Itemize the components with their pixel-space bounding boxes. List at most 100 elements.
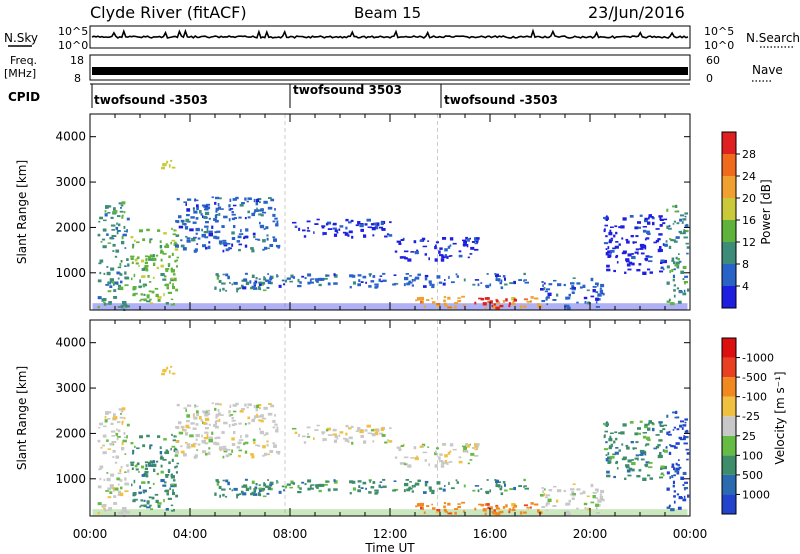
scatter-cell: [489, 283, 492, 287]
scatter-cell: [614, 245, 619, 249]
scatter-cell: [302, 229, 306, 232]
power-ylabel: Slant Range [km]: [15, 160, 29, 264]
scatter-cell: [371, 433, 376, 437]
scatter-cell: [244, 235, 249, 238]
scatter-cell: [673, 268, 676, 271]
scatter-cell: [444, 254, 447, 257]
scatter-cell: [248, 197, 252, 200]
scatter-cell: [205, 410, 209, 414]
scatter-cell: [422, 245, 428, 248]
scatter-cell: [349, 286, 352, 289]
scatter-cell: [648, 255, 653, 258]
scatter-cell: [660, 248, 663, 252]
scatter-cell: [258, 484, 261, 486]
scatter-cell: [419, 296, 424, 301]
scatter-cell: [325, 223, 329, 226]
scatter-cell: [523, 272, 526, 276]
scatter-cell: [127, 263, 130, 267]
colorbar-tick-label: 100: [742, 449, 763, 462]
scatter-cell: [314, 223, 319, 225]
scatter-cell: [583, 502, 588, 506]
scatter-cell: [666, 431, 669, 435]
scatter-cell: [322, 278, 325, 281]
scatter-cell: [173, 435, 176, 438]
scatter-cell: [440, 258, 445, 262]
scatter-cell: [449, 443, 454, 447]
scatter-cell: [537, 303, 540, 307]
colorbar-tick-label: 24: [742, 170, 756, 183]
scatter-cell: [157, 504, 161, 508]
scatter-cell: [491, 510, 494, 514]
scatter-cell: [238, 243, 243, 246]
scatter-cell: [668, 430, 671, 434]
scatter-cell: [666, 506, 670, 509]
scatter-cell: [474, 485, 480, 487]
scatter-cell: [424, 480, 429, 484]
scatter-cell: [206, 203, 211, 206]
scatter-cell: [262, 417, 267, 420]
scatter-cell: [196, 206, 199, 211]
scatter-cell: [368, 273, 372, 276]
scatter-cell: [97, 502, 102, 506]
scatter-cell: [149, 238, 153, 241]
scatter-cell: [480, 298, 484, 301]
scatter-cell: [530, 300, 532, 303]
scatter-cell: [203, 205, 207, 208]
scatter-cell: [307, 273, 312, 277]
scatter-cell: [301, 481, 305, 484]
scatter-cell: [153, 468, 156, 472]
scatter-cell: [465, 236, 468, 240]
scatter-cell: [357, 283, 361, 287]
scatter-cell: [150, 508, 153, 511]
scatter-cell: [597, 298, 601, 301]
scatter-cell: [165, 449, 168, 451]
scatter-cell: [99, 216, 103, 220]
scatter-cell: [475, 237, 480, 240]
scatter-cell: [120, 280, 123, 284]
scatter-cell: [105, 490, 109, 492]
scatter-cell: [157, 502, 162, 505]
scatter-cell: [274, 414, 276, 417]
scatter-cell: [238, 449, 243, 452]
scatter-cell: [332, 433, 337, 436]
scatter-cell: [175, 450, 179, 454]
scatter-cell: [272, 213, 276, 217]
scatter-cell: [244, 403, 247, 407]
scatter-cell: [372, 481, 376, 484]
scatter-cell: [111, 229, 115, 231]
scatter-cell: [462, 445, 467, 448]
scatter-cell: [441, 462, 446, 465]
scatter-cell: [132, 286, 137, 290]
scatter-cell: [428, 486, 432, 490]
scatter-cell: [233, 217, 237, 220]
scatter-cell: [563, 489, 566, 493]
scatter-cell: [643, 450, 647, 455]
scatter-cell: [411, 284, 414, 287]
scatter-cell: [266, 443, 269, 447]
scatter-cell: [149, 460, 153, 464]
scatter-cell: [441, 255, 445, 257]
scatter-cell: [403, 257, 407, 259]
scatter-cell: [316, 485, 319, 489]
scatter-cell: [375, 428, 380, 432]
scatter-cell: [263, 200, 268, 204]
scatter-cell: [219, 288, 221, 292]
scatter-cell: [193, 442, 197, 445]
scatter-cell: [193, 210, 198, 214]
scatter-cell: [618, 226, 622, 229]
scatter-cell: [132, 245, 135, 249]
scatter-cell: [439, 453, 443, 456]
scatter-cell: [171, 458, 174, 462]
scatter-cell: [546, 509, 548, 512]
scatter-cell: [326, 427, 332, 431]
scatter-cell: [108, 301, 112, 304]
scatter-cell: [665, 240, 668, 243]
scatter-cell: [142, 444, 146, 448]
scatter-cell: [469, 237, 471, 240]
scatter-cell: [147, 275, 150, 278]
scatter-cell: [565, 502, 569, 506]
scatter-cell: [381, 434, 386, 437]
scatter-cell: [243, 442, 246, 446]
scatter-cell: [126, 511, 130, 514]
